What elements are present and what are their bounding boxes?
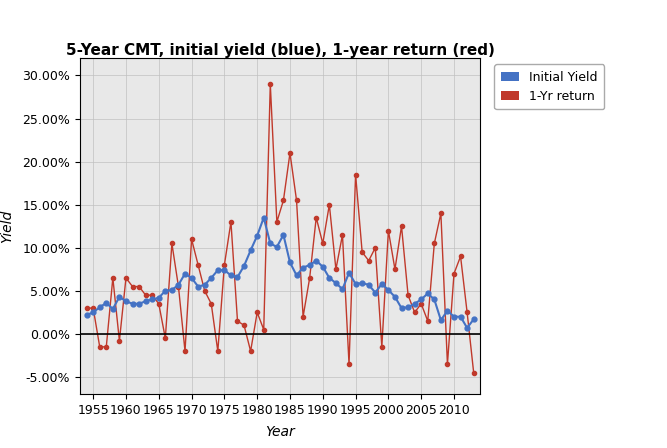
1-Yr return	[181, 349, 189, 354]
1-Yr return	[194, 263, 202, 268]
Initial Yield	[181, 271, 189, 276]
1-Yr return	[470, 370, 478, 375]
Legend: Initial Yield, 1-Yr return: Initial Yield, 1-Yr return	[494, 65, 604, 109]
X-axis label: Year: Year	[265, 425, 295, 439]
Line: 1-Yr return: 1-Yr return	[85, 82, 476, 375]
1-Yr return	[266, 82, 274, 87]
Initial Yield	[83, 312, 91, 318]
1-Yr return	[214, 349, 222, 354]
Initial Yield	[214, 267, 222, 273]
Initial Yield	[332, 280, 340, 286]
Initial Yield	[463, 325, 471, 331]
Initial Yield	[207, 275, 215, 280]
Initial Yield	[194, 284, 202, 289]
Y-axis label: Yield: Yield	[0, 210, 14, 243]
Title: 5-Year CMT, initial yield (blue), 1-year return (red): 5-Year CMT, initial yield (blue), 1-year…	[66, 43, 494, 58]
Initial Yield	[148, 297, 156, 302]
Initial Yield	[259, 215, 267, 220]
Line: Initial Yield: Initial Yield	[84, 215, 476, 330]
1-Yr return	[207, 301, 215, 306]
1-Yr return	[83, 306, 91, 311]
1-Yr return	[332, 267, 340, 272]
Initial Yield	[470, 317, 478, 322]
1-Yr return	[148, 293, 156, 298]
